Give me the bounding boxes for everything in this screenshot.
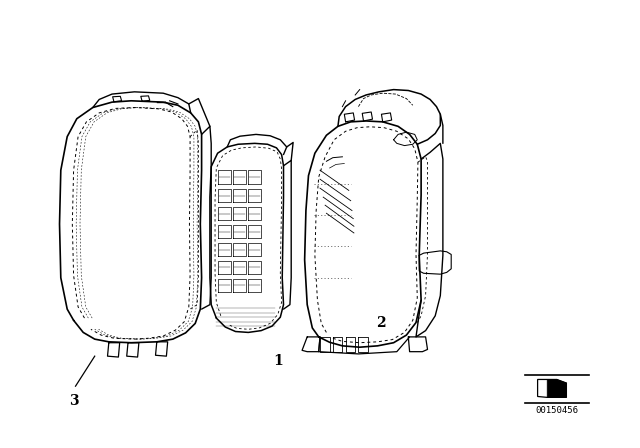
Text: 1: 1 xyxy=(273,354,284,368)
Text: 2: 2 xyxy=(376,316,386,330)
Polygon shape xyxy=(547,379,566,397)
Polygon shape xyxy=(538,379,566,397)
Text: 00150456: 00150456 xyxy=(535,406,579,415)
Text: 3: 3 xyxy=(68,394,79,408)
